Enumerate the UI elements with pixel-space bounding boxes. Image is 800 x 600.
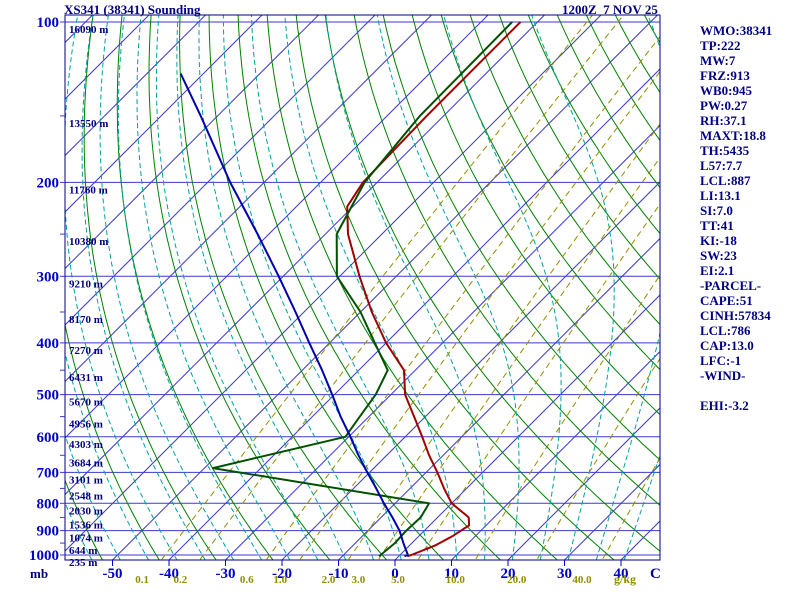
- pressure-label: 400: [37, 336, 60, 352]
- pressure-label: 1000: [29, 548, 59, 564]
- mixing-ratio-label: 20.0: [507, 574, 527, 586]
- height-label: 1536 m: [69, 519, 103, 531]
- sounding-traces: [179, 21, 522, 558]
- stats-panel: WMO:38341 TP:222 MW:7 FRZ:913 WB0:945 PW:0.27…: [700, 23, 772, 413]
- temperature-tick-label: -40: [159, 566, 179, 582]
- stat-line: CAPE:51: [700, 293, 753, 308]
- stat-line: RH:37.1: [700, 113, 747, 128]
- temperature-tick-label: -30: [216, 566, 236, 582]
- height-label: 1074 m: [69, 533, 103, 545]
- pressure-label: 200: [37, 175, 60, 191]
- height-label: 2030 m: [69, 505, 103, 517]
- stat-line: LCL:786: [700, 323, 751, 338]
- stat-line: CINH:57834: [700, 308, 771, 323]
- pressure-label: 700: [37, 465, 60, 481]
- pressure-unit-label: mb: [30, 566, 48, 581]
- stat-line: WMO:38341: [700, 23, 773, 38]
- height-label: 235 m: [69, 557, 97, 569]
- height-label: 10380 m: [69, 236, 108, 248]
- temperature-trace: [346, 21, 522, 558]
- mixing-ratio-label: 2.0: [322, 574, 336, 586]
- chart-title: XS341 (38341) Sounding: [64, 2, 201, 17]
- dewpoint-trace: [211, 21, 513, 557]
- height-label: 644 m: [69, 545, 97, 557]
- height-label: 16090 m: [69, 24, 108, 36]
- mixing-ratio-label: 40.0: [572, 574, 592, 586]
- stat-line: TT:41: [700, 218, 734, 233]
- mixing-ratio-lines: [160, 15, 660, 560]
- mixing-ratio-label: 3.0: [352, 574, 366, 586]
- height-label: 3684 m: [69, 457, 103, 469]
- pressure-label: 300: [37, 269, 60, 285]
- height-label: 4956 m: [69, 419, 103, 431]
- height-label: 4303 m: [69, 439, 103, 451]
- isotherm-lines: [65, 15, 660, 560]
- moist-adiabat-lines: [65, 15, 660, 560]
- stat-line: MW:7: [700, 53, 736, 68]
- stat-line: L57:7.7: [700, 158, 743, 173]
- temperature-tick-label: -10: [329, 566, 349, 582]
- temperature-tick-label: 30: [557, 566, 572, 582]
- stat-line: EHI:-3.2: [700, 398, 749, 413]
- temperature-tick-label: -50: [103, 566, 123, 582]
- stat-line: TP:222: [700, 38, 741, 53]
- height-label: 7270 m: [69, 345, 103, 357]
- stat-line: SW:23: [700, 248, 737, 263]
- chart-timestamp: 1200Z 7 NOV 25: [562, 2, 658, 17]
- mixing-unit-label: g/kg: [614, 572, 636, 586]
- mixing-ratio-label: 10.0: [446, 574, 466, 586]
- height-label: 8170 m: [69, 314, 103, 326]
- stat-line: WB0:945: [700, 83, 752, 98]
- plot-frame: [64, 14, 661, 561]
- parcel-trace: [179, 73, 409, 558]
- stat-line: [700, 383, 772, 398]
- temperature-tick-label: 0: [391, 566, 399, 582]
- stat-line: MAXT:18.8: [700, 128, 766, 143]
- stat-line: LI:13.1: [700, 188, 741, 203]
- pressure-label: 100: [37, 15, 60, 31]
- stat-line: PW:0.27: [700, 98, 748, 113]
- pressure-label: 500: [37, 388, 60, 404]
- height-label: 2548 m: [69, 490, 103, 502]
- temperature-tick-label: 20: [501, 566, 516, 582]
- pressure-label: 800: [37, 496, 60, 512]
- temperature-tick-label: 40: [614, 566, 629, 582]
- stat-line: SI:7.0: [700, 203, 733, 218]
- height-label: 3101 m: [69, 474, 103, 486]
- stat-line: CAP:13.0: [700, 338, 754, 353]
- stat-line: -WIND-: [700, 368, 746, 383]
- mixing-ratio-label: 0.2: [174, 574, 188, 586]
- mixing-ratio-label: 0.6: [240, 574, 254, 586]
- temperature-tick-label: 10: [444, 566, 459, 582]
- stat-line: KI:-18: [700, 233, 737, 248]
- stat-line: FRZ:913: [700, 68, 750, 83]
- dry-adiabat-lines: [65, 15, 660, 560]
- stat-line: -PARCEL-: [700, 278, 762, 293]
- temperature-unit-label: C: [650, 566, 661, 582]
- stat-line: EI:2.1: [700, 263, 735, 278]
- height-label: 5670 m: [69, 397, 103, 409]
- height-label: 13550 m: [69, 118, 108, 130]
- pressure-label: 900: [37, 524, 60, 540]
- stat-line: TH:5435: [700, 143, 750, 158]
- background-grid: [65, 15, 660, 560]
- height-label: 9210 m: [69, 278, 103, 290]
- temperature-tick-label: -20: [272, 566, 292, 582]
- pressure-label: 600: [37, 430, 60, 446]
- stat-line: LCL:887: [700, 173, 751, 188]
- mixing-ratio-label: 1.0: [273, 574, 287, 586]
- height-label: 11760 m: [69, 184, 108, 196]
- height-label: 6431 m: [69, 372, 103, 384]
- stat-line: LFC:-1: [700, 353, 742, 368]
- mixing-ratio-label: 0.1: [135, 574, 149, 586]
- mixing-ratio-label: 5.0: [391, 574, 405, 586]
